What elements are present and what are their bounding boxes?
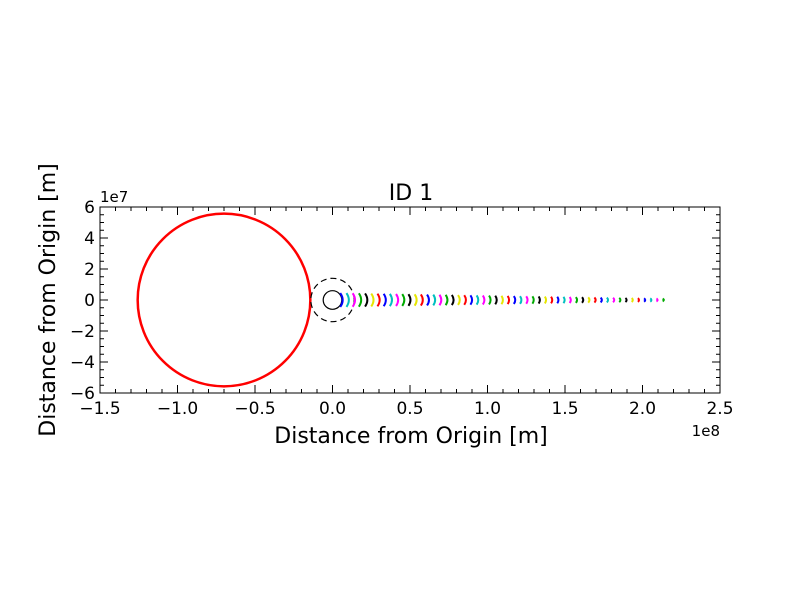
- arc-marker: [432, 294, 437, 306]
- arc-marker: [655, 297, 659, 303]
- arc-marker: [513, 295, 517, 305]
- arc-marker: [550, 296, 554, 304]
- arc-marker: [401, 293, 406, 307]
- arc-marker: [382, 293, 387, 307]
- arc-marker: [643, 297, 647, 303]
- y-tick-label: −6: [70, 384, 95, 404]
- arc-marker: [339, 292, 344, 308]
- arc-marker: [624, 297, 628, 303]
- y-tick-label: 2: [84, 260, 95, 280]
- x-tick-label: 0.0: [319, 399, 346, 419]
- arc-marker: [370, 292, 375, 308]
- arc-marker: [407, 293, 412, 307]
- arc-marker: [630, 297, 634, 303]
- arc-marker: [358, 292, 363, 308]
- x-tick-label: 1.0: [474, 399, 501, 419]
- y-tick-label: −4: [70, 353, 95, 373]
- arc-marker: [587, 296, 591, 304]
- y-tick-label: 6: [84, 198, 95, 218]
- y-offset-label: 1e7: [100, 188, 128, 206]
- arc-marker: [364, 292, 369, 308]
- arc-marker: [637, 297, 641, 303]
- plot-data: [136, 212, 665, 388]
- arc-marker: [556, 296, 560, 304]
- dashed-circle: [310, 277, 355, 323]
- arc-marker: [444, 294, 449, 306]
- x-tick-label: 1.5: [551, 399, 578, 419]
- arc-marker: [345, 292, 350, 308]
- arc-marker: [606, 296, 610, 304]
- large-body-circle: [136, 212, 312, 388]
- arc-marker: [438, 294, 443, 306]
- x-tick-label: −1.0: [157, 399, 198, 419]
- arc-marker: [494, 295, 498, 305]
- arc-marker: [488, 295, 492, 305]
- arc-marker: [500, 295, 504, 305]
- arc-marker: [463, 294, 467, 306]
- x-tick-label: 0.5: [396, 399, 423, 419]
- x-tick-label: 2.0: [629, 399, 656, 419]
- arc-marker: [482, 294, 486, 306]
- arc-marker: [562, 296, 566, 304]
- arc-marker: [413, 293, 418, 307]
- arc-marker: [544, 295, 548, 305]
- y-tick-label: 4: [84, 229, 95, 249]
- arc-marker: [618, 297, 622, 303]
- axis-ticks: −1.5 −1.0 −0.5 0.0 0.5 1.0 1.5 2.0 2.5 −6 −4 −2 0 2 4 6: [70, 198, 734, 419]
- arc-marker: [389, 293, 393, 307]
- arc-marker: [519, 295, 523, 305]
- arc-marker: [506, 295, 511, 305]
- arc-marker: [599, 296, 603, 304]
- arc-marker: [531, 295, 535, 305]
- small-body-circle: [322, 290, 343, 310]
- arc-marker: [593, 296, 597, 304]
- arc-marker: [662, 297, 665, 303]
- x-tick-label: −1.5: [79, 399, 120, 419]
- arc-marker: [575, 296, 579, 304]
- arc-marker: [426, 293, 430, 307]
- chart-title: ID 1: [389, 181, 433, 206]
- x-offset-label: 1e8: [692, 422, 720, 440]
- arc-marker: [457, 294, 461, 306]
- arc-marker: [581, 296, 585, 304]
- y-tick-label: 0: [84, 291, 95, 311]
- arc-marker: [475, 294, 480, 306]
- arc-marker: [420, 293, 424, 307]
- arc-marker: [469, 294, 474, 306]
- arc-marker: [568, 296, 572, 304]
- x-tick-label: −0.5: [234, 399, 275, 419]
- arc-marker: [451, 294, 455, 306]
- y-tick-label: −2: [70, 322, 95, 342]
- y-axis-label: Distance from Origin [m]: [36, 163, 61, 436]
- arc-marker: [649, 297, 653, 303]
- arc-marker: [525, 295, 529, 305]
- x-axis-label: Distance from Origin [m]: [274, 424, 547, 449]
- arc-marker: [395, 293, 400, 307]
- x-tick-label: 2.5: [706, 399, 733, 419]
- arc-marker: [351, 292, 357, 308]
- arc-marker: [612, 297, 616, 303]
- arc-marker: [376, 293, 381, 307]
- arc-marker: [537, 295, 541, 305]
